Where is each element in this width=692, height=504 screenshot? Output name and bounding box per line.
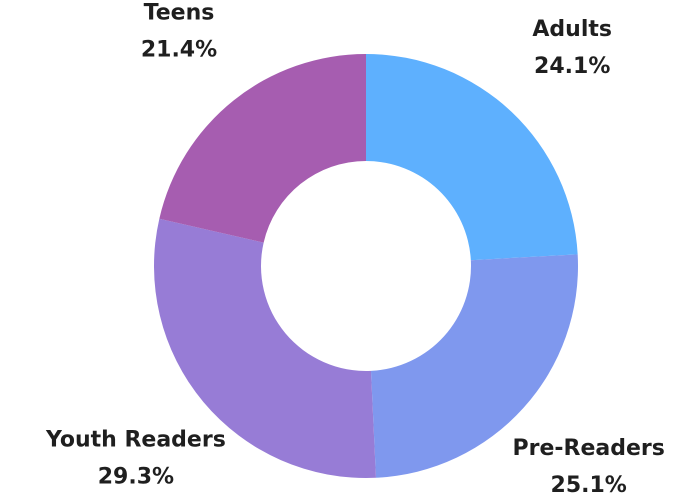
slice-value-label: 25.1% xyxy=(551,473,627,498)
slice-label: Pre-Readers xyxy=(513,436,665,461)
slice-label: Youth Readers xyxy=(45,427,226,452)
slice-value-label: 21.4% xyxy=(141,37,217,62)
donut-slice xyxy=(370,254,578,478)
slice-value-label: 24.1% xyxy=(534,54,610,79)
slice-label: Adults xyxy=(532,17,612,42)
donut-slice xyxy=(154,218,376,478)
slice-value-label: 29.3% xyxy=(98,464,174,489)
donut-slice xyxy=(366,54,578,261)
slice-label: Teens xyxy=(144,0,215,25)
donut-slice xyxy=(159,54,366,243)
